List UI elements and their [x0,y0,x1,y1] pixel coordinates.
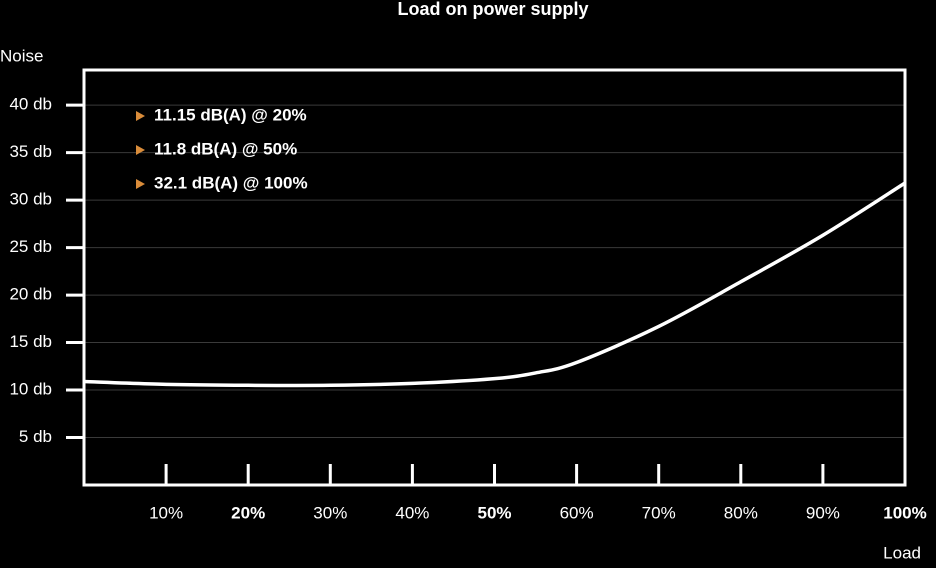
y-tick-label: 20 db [9,285,52,304]
y-axis-label: Noise [0,46,43,65]
chart-title: Load on power supply [397,0,588,19]
annotation: 11.15 dB(A) @ 20% [154,105,307,124]
x-tick-label: 60% [560,503,594,522]
y-tick-label: 10 db [9,380,52,399]
x-tick-label: 40% [395,503,429,522]
y-tick-label: 40 db [9,95,52,114]
annotation-marker [136,145,145,155]
y-tick-label: 25 db [9,237,52,256]
x-tick-label: 100% [883,503,926,522]
y-tick-label: 5 db [19,427,52,446]
x-tick-label: 80% [724,503,758,522]
x-tick-label: 10% [149,503,183,522]
y-tick-label: 35 db [9,142,52,161]
x-tick-label: 50% [477,503,511,522]
annotation: 11.8 dB(A) @ 50% [154,139,297,158]
x-tick-label: 70% [642,503,676,522]
annotation: 32.1 dB(A) @ 100% [154,173,308,192]
x-axis-label: Load [883,543,921,562]
x-tick-label: 30% [313,503,347,522]
x-tick-label: 90% [806,503,840,522]
annotation-marker [136,111,145,121]
line-series [83,181,906,388]
y-tick-label: 30 db [9,190,52,209]
y-tick-label: 15 db [9,332,52,351]
x-tick-label: 20% [231,503,265,522]
annotation-marker [136,179,145,189]
plot-frame [82,68,907,487]
